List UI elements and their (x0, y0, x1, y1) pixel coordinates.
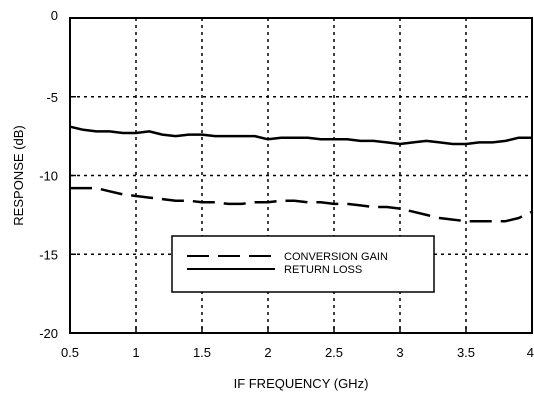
legend-label-conversion-gain: CONVERSION GAIN (284, 251, 388, 263)
legend: CONVERSION GAIN RETURN LOSS (171, 235, 435, 293)
y-tick-label: -5 (46, 90, 58, 105)
series-layer (69, 125, 533, 223)
series-line-return-loss (69, 125, 532, 146)
x-tick-label: 2 (264, 345, 271, 360)
x-tick-label: 3 (396, 345, 403, 360)
y-tick-label: -20 (39, 326, 58, 341)
axis-ticks (69, 17, 533, 334)
x-tick-label: 2.5 (325, 345, 343, 360)
x-tick-label: 4 (527, 345, 534, 360)
x-axis-title: IF FREQUENCY (GHz) (234, 376, 369, 391)
y-tick-label: 0 (51, 8, 58, 23)
x-tick-label: 1 (132, 345, 139, 360)
y-tick-label: -15 (39, 247, 58, 262)
x-tick-label: 3.5 (457, 345, 475, 360)
series-line-conversion-gain (70, 186, 533, 223)
y-tick-labels: -20 -15 -10 -5 0 (39, 8, 58, 341)
x-tick-label: 0.5 (61, 345, 79, 360)
legend-label-return-loss: RETURN LOSS (284, 264, 362, 276)
legend-box (171, 235, 435, 293)
x-tick-label: 1.5 (193, 345, 211, 360)
y-axis-title: RESPONSE (dB) (11, 125, 26, 225)
y-tick-label: -10 (39, 169, 58, 184)
x-tick-labels: 0.5 1 1.5 2 2.5 3 3.5 4 (61, 345, 534, 360)
